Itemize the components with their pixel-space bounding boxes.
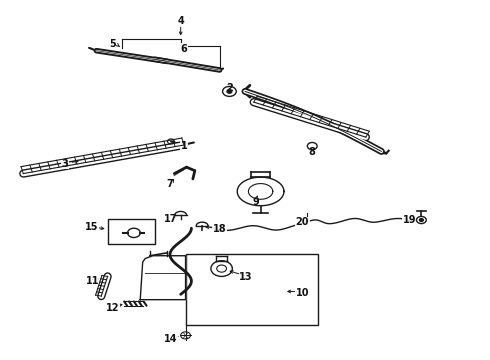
Text: 7: 7 xyxy=(166,179,173,189)
Polygon shape xyxy=(140,256,186,300)
Text: 3: 3 xyxy=(61,159,68,169)
Text: 6: 6 xyxy=(181,44,188,54)
Text: 4: 4 xyxy=(177,16,184,26)
Bar xyxy=(108,219,155,244)
Text: 12: 12 xyxy=(106,303,119,313)
Text: 8: 8 xyxy=(309,147,316,157)
Text: 13: 13 xyxy=(239,272,253,282)
Circle shape xyxy=(416,216,426,224)
Text: 17: 17 xyxy=(164,213,178,224)
Circle shape xyxy=(227,90,232,93)
Text: 16: 16 xyxy=(111,229,124,239)
Circle shape xyxy=(127,228,140,238)
Text: 2: 2 xyxy=(226,83,233,93)
Polygon shape xyxy=(237,177,284,206)
Text: 15: 15 xyxy=(85,222,98,232)
Text: 10: 10 xyxy=(296,288,309,297)
Text: 20: 20 xyxy=(296,217,309,227)
Text: 14: 14 xyxy=(164,334,178,344)
Text: 9: 9 xyxy=(252,197,259,207)
Bar xyxy=(186,254,318,325)
Text: 1: 1 xyxy=(181,141,188,151)
Text: 5: 5 xyxy=(109,39,116,49)
Circle shape xyxy=(211,261,232,276)
Text: 19: 19 xyxy=(403,215,416,225)
Text: 18: 18 xyxy=(213,224,226,234)
Text: 11: 11 xyxy=(86,276,100,286)
Circle shape xyxy=(419,219,423,221)
